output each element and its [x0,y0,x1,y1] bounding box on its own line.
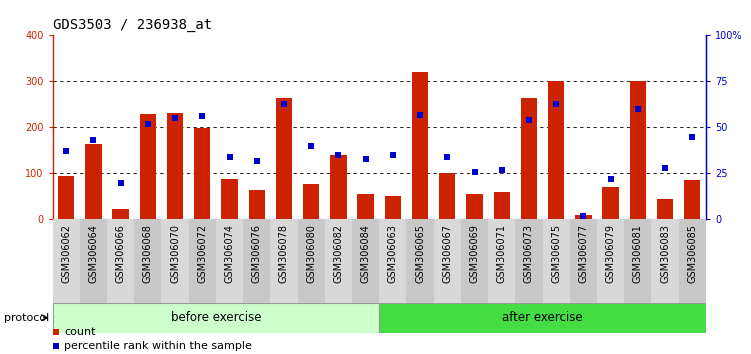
Bar [385,196,401,219]
Bar [113,209,129,219]
Bar [216,219,243,313]
Text: GSM306084: GSM306084 [360,224,371,283]
Text: GSM306076: GSM306076 [252,224,262,283]
Bar [107,219,134,313]
Bar [222,179,237,219]
Bar [330,155,347,219]
Bar [324,219,352,313]
Bar [515,219,542,313]
Bar [406,219,433,313]
Text: after exercise: after exercise [502,311,583,324]
Bar [58,176,74,219]
Text: count: count [65,327,96,337]
Bar [189,219,216,313]
Bar [542,219,570,313]
Bar [570,219,597,313]
Text: GSM306069: GSM306069 [469,224,480,283]
Text: GDS3503 / 236938_at: GDS3503 / 236938_at [53,18,212,32]
Bar [352,219,379,313]
Bar [140,114,156,219]
Bar [357,194,374,219]
Bar [53,303,379,333]
Text: GSM306075: GSM306075 [551,224,561,283]
Text: GSM306078: GSM306078 [279,224,289,283]
Bar [679,219,706,313]
Bar [86,143,101,219]
Text: GSM306071: GSM306071 [496,224,507,283]
Text: GSM306070: GSM306070 [170,224,180,283]
Bar [548,81,565,219]
Bar [379,219,406,313]
Bar [379,303,706,333]
Bar [657,199,673,219]
Bar [194,129,210,219]
Bar [134,219,161,313]
Bar [412,72,428,219]
Text: GSM306077: GSM306077 [578,224,589,283]
Bar [439,173,455,219]
Text: GSM306085: GSM306085 [687,224,698,283]
Text: GSM306074: GSM306074 [225,224,234,283]
Bar [521,97,537,219]
Text: GSM306068: GSM306068 [143,224,153,283]
Bar [493,192,510,219]
Bar [53,219,80,313]
Bar [297,219,324,313]
Bar [602,187,619,219]
Text: GSM306063: GSM306063 [388,224,398,283]
Text: GSM306083: GSM306083 [660,224,670,283]
Bar [684,181,701,219]
Bar [624,219,651,313]
Text: GSM306067: GSM306067 [442,224,452,283]
Bar [575,215,592,219]
Bar [466,194,483,219]
Bar [161,219,189,313]
Bar [303,184,319,219]
Bar [249,189,265,219]
Text: protocol: protocol [4,313,49,323]
Text: GSM306066: GSM306066 [116,224,125,283]
Text: GSM306081: GSM306081 [633,224,643,283]
Bar [488,219,515,313]
Bar [243,219,270,313]
Bar [80,219,107,313]
Text: GSM306073: GSM306073 [524,224,534,283]
Bar [276,97,292,219]
Bar [461,219,488,313]
Bar [270,219,297,313]
Bar [167,113,183,219]
Text: GSM306072: GSM306072 [198,224,207,283]
Bar [651,219,679,313]
Text: GSM306062: GSM306062 [61,224,71,283]
Text: GSM306064: GSM306064 [89,224,98,283]
Bar [629,81,646,219]
Text: GSM306079: GSM306079 [605,224,616,283]
Bar [433,219,461,313]
Text: before exercise: before exercise [170,311,261,324]
Text: percentile rank within the sample: percentile rank within the sample [65,341,252,350]
Bar [597,219,624,313]
Text: GSM306065: GSM306065 [415,224,425,283]
Text: GSM306080: GSM306080 [306,224,316,283]
Text: GSM306082: GSM306082 [333,224,343,283]
